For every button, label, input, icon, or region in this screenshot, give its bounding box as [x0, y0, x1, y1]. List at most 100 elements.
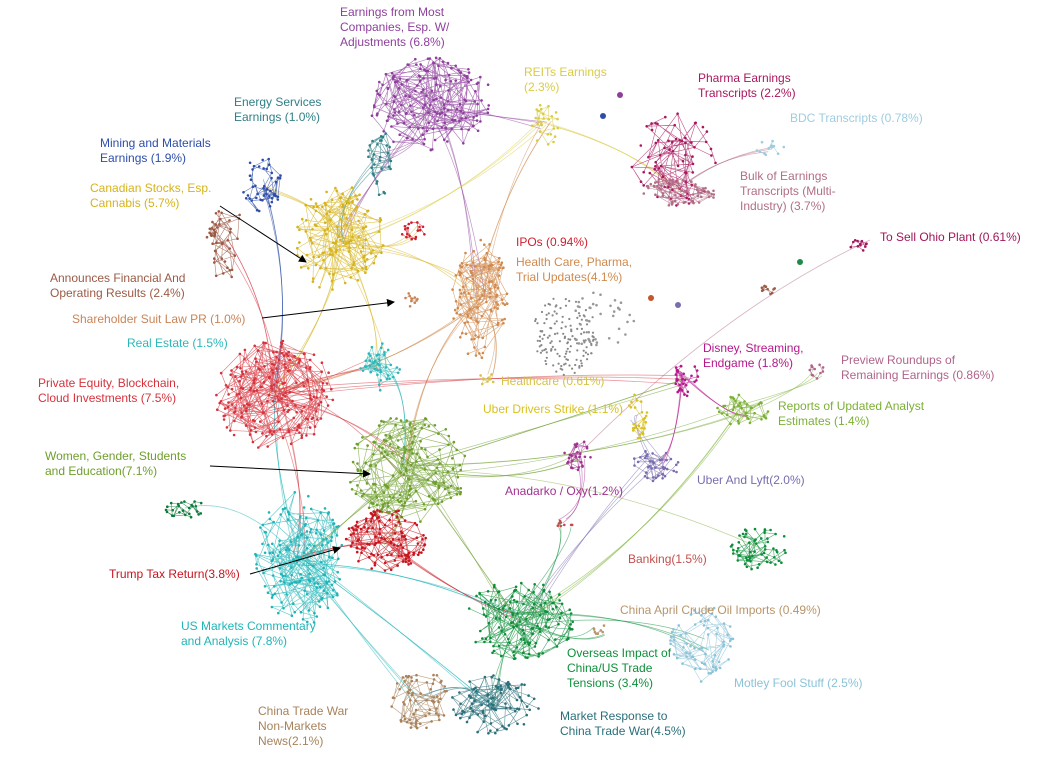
unclustered-node [538, 339, 542, 343]
unclustered-node [560, 327, 563, 330]
unclustered-node [577, 300, 581, 304]
unclustered-node [594, 338, 597, 341]
cluster-label-line: Trump Tax Return(3.8%) [109, 567, 240, 581]
cluster-label-line: Earnings (1.0%) [234, 110, 320, 124]
edge [482, 121, 543, 304]
unclustered-node [584, 351, 588, 354]
cluster-motley [669, 606, 735, 683]
unclustered-node [553, 310, 556, 313]
unclustered-node [534, 318, 537, 321]
unclustered-node [582, 354, 585, 357]
cluster-label-line: China Trade War(4.5%) [560, 724, 686, 738]
unclustered-node [617, 327, 621, 331]
cluster-disney [674, 364, 700, 398]
unclustered-node [577, 312, 581, 315]
cluster-label-line: China Trade War [258, 704, 348, 718]
unclustered-node [590, 342, 593, 345]
unclustered-node [553, 332, 557, 336]
unclustered-node [616, 341, 620, 344]
unclustered-node [551, 314, 554, 317]
unclustered-node [545, 356, 548, 359]
cluster-label-line: Banking(1.5%) [628, 552, 707, 566]
cluster-label-bulk-transcripts: Bulk of Earnings Transcripts (Multi-Indus… [740, 169, 836, 213]
unclustered-node [588, 319, 591, 323]
unclustered-node [611, 314, 615, 318]
unclustered-node [575, 358, 578, 361]
isolated-node [675, 302, 681, 308]
unclustered-node [550, 327, 553, 330]
unclustered-node [541, 349, 544, 352]
unclustered-node [612, 310, 616, 313]
cluster-label-line: Cannabis (5.7%) [90, 196, 179, 210]
unclustered-node [576, 316, 579, 319]
cluster-label-line: Remaining Earnings (0.86%) [841, 368, 994, 382]
unclustered-node [562, 373, 565, 376]
cluster-label-line: China/US Trade [567, 661, 653, 675]
unclustered-node [618, 308, 621, 311]
unclustered-node [564, 298, 567, 301]
cluster-overseas [467, 581, 574, 661]
cluster-label-line: News(2.1%) [258, 734, 323, 748]
edge [274, 302, 482, 393]
edge [523, 411, 739, 619]
edge [630, 419, 663, 460]
cluster-label-us-markets: US Markets Commentary and Analysis (7.8%) [181, 619, 316, 648]
cluster-label-line: Operating Results (2.4%) [50, 286, 185, 300]
cluster-label-line: Trial Updates(4.1%) [516, 270, 622, 284]
unclustered-node [566, 341, 570, 344]
unclustered-node [574, 363, 577, 367]
pointer-arrow-canadian [219, 205, 307, 263]
cluster-label-line: Estimates (1.4%) [778, 414, 869, 428]
edge [681, 151, 769, 187]
cluster-label-canadian: Canadian Stocks, Esp. Cannabis (5.7%) [90, 181, 211, 210]
cluster-label-line: Earnings from Most [340, 5, 445, 19]
unclustered-node [576, 342, 579, 345]
cluster-label-line: Health Care, Pharma, [516, 255, 632, 269]
unclustered-node [584, 339, 587, 342]
unclustered-node [556, 352, 559, 355]
unclustered-node [568, 364, 571, 367]
unclustered-node [607, 337, 611, 340]
unclustered-node [550, 340, 553, 343]
cluster-label-ohio: To Sell Ohio Plant (0.61%) [880, 230, 1021, 244]
cluster-label-china-trade-war: China Trade War Non-Markets News(2.1%) [258, 704, 348, 748]
unclustered-node [613, 299, 617, 302]
cluster-label-earnings-most: Earnings from Most Companies, Esp. W/Adju… [340, 5, 450, 49]
unclustered-node [582, 331, 586, 334]
cluster-healthcare [479, 373, 495, 386]
unclustered-node [550, 348, 553, 351]
edge [478, 305, 496, 375]
pointer-arrow-trump [249, 546, 341, 575]
unclustered-node [568, 317, 571, 321]
cluster-label-announces: Announces Financial And Operating Results… [50, 271, 185, 300]
cluster-label-line: Market Response to [560, 709, 668, 723]
unclustered-node [592, 338, 595, 341]
unclustered-node [569, 345, 572, 348]
cluster-shareholder [404, 292, 419, 308]
unclustered-node [560, 364, 563, 368]
unclustered-node [540, 310, 544, 314]
cluster-china-trade-war [390, 673, 448, 730]
cluster-label-healthcare: Healthcare (0.61%) [501, 374, 604, 388]
unclustered-node [570, 330, 573, 333]
edge [519, 404, 743, 626]
isolated-node [797, 259, 803, 265]
unclustered-node [586, 358, 589, 361]
edge [562, 455, 583, 524]
unclustered-node [574, 300, 578, 303]
cluster-label-line: Transcripts (2.2%) [698, 86, 796, 100]
unclustered-node [576, 305, 580, 308]
cluster-label-line: Earnings (1.9%) [100, 151, 186, 165]
cluster-label-preview: Preview Roundups of Remaining Earnings (0… [841, 353, 994, 382]
cluster-label-real-estate: Real Estate (1.5%) [127, 336, 228, 350]
unclustered-node [591, 316, 594, 319]
unclustered-node [599, 293, 602, 297]
edge [577, 239, 871, 456]
cluster-label-line: Reports of Updated Analyst [778, 399, 925, 413]
unclustered-node [555, 304, 558, 307]
cluster-women [349, 417, 467, 525]
cluster-label-line: Private Equity, Blockchain, [38, 376, 179, 390]
cluster-label-line: Anadarko / Oxy(1.2%) [505, 484, 623, 498]
unclustered-node [568, 299, 571, 303]
